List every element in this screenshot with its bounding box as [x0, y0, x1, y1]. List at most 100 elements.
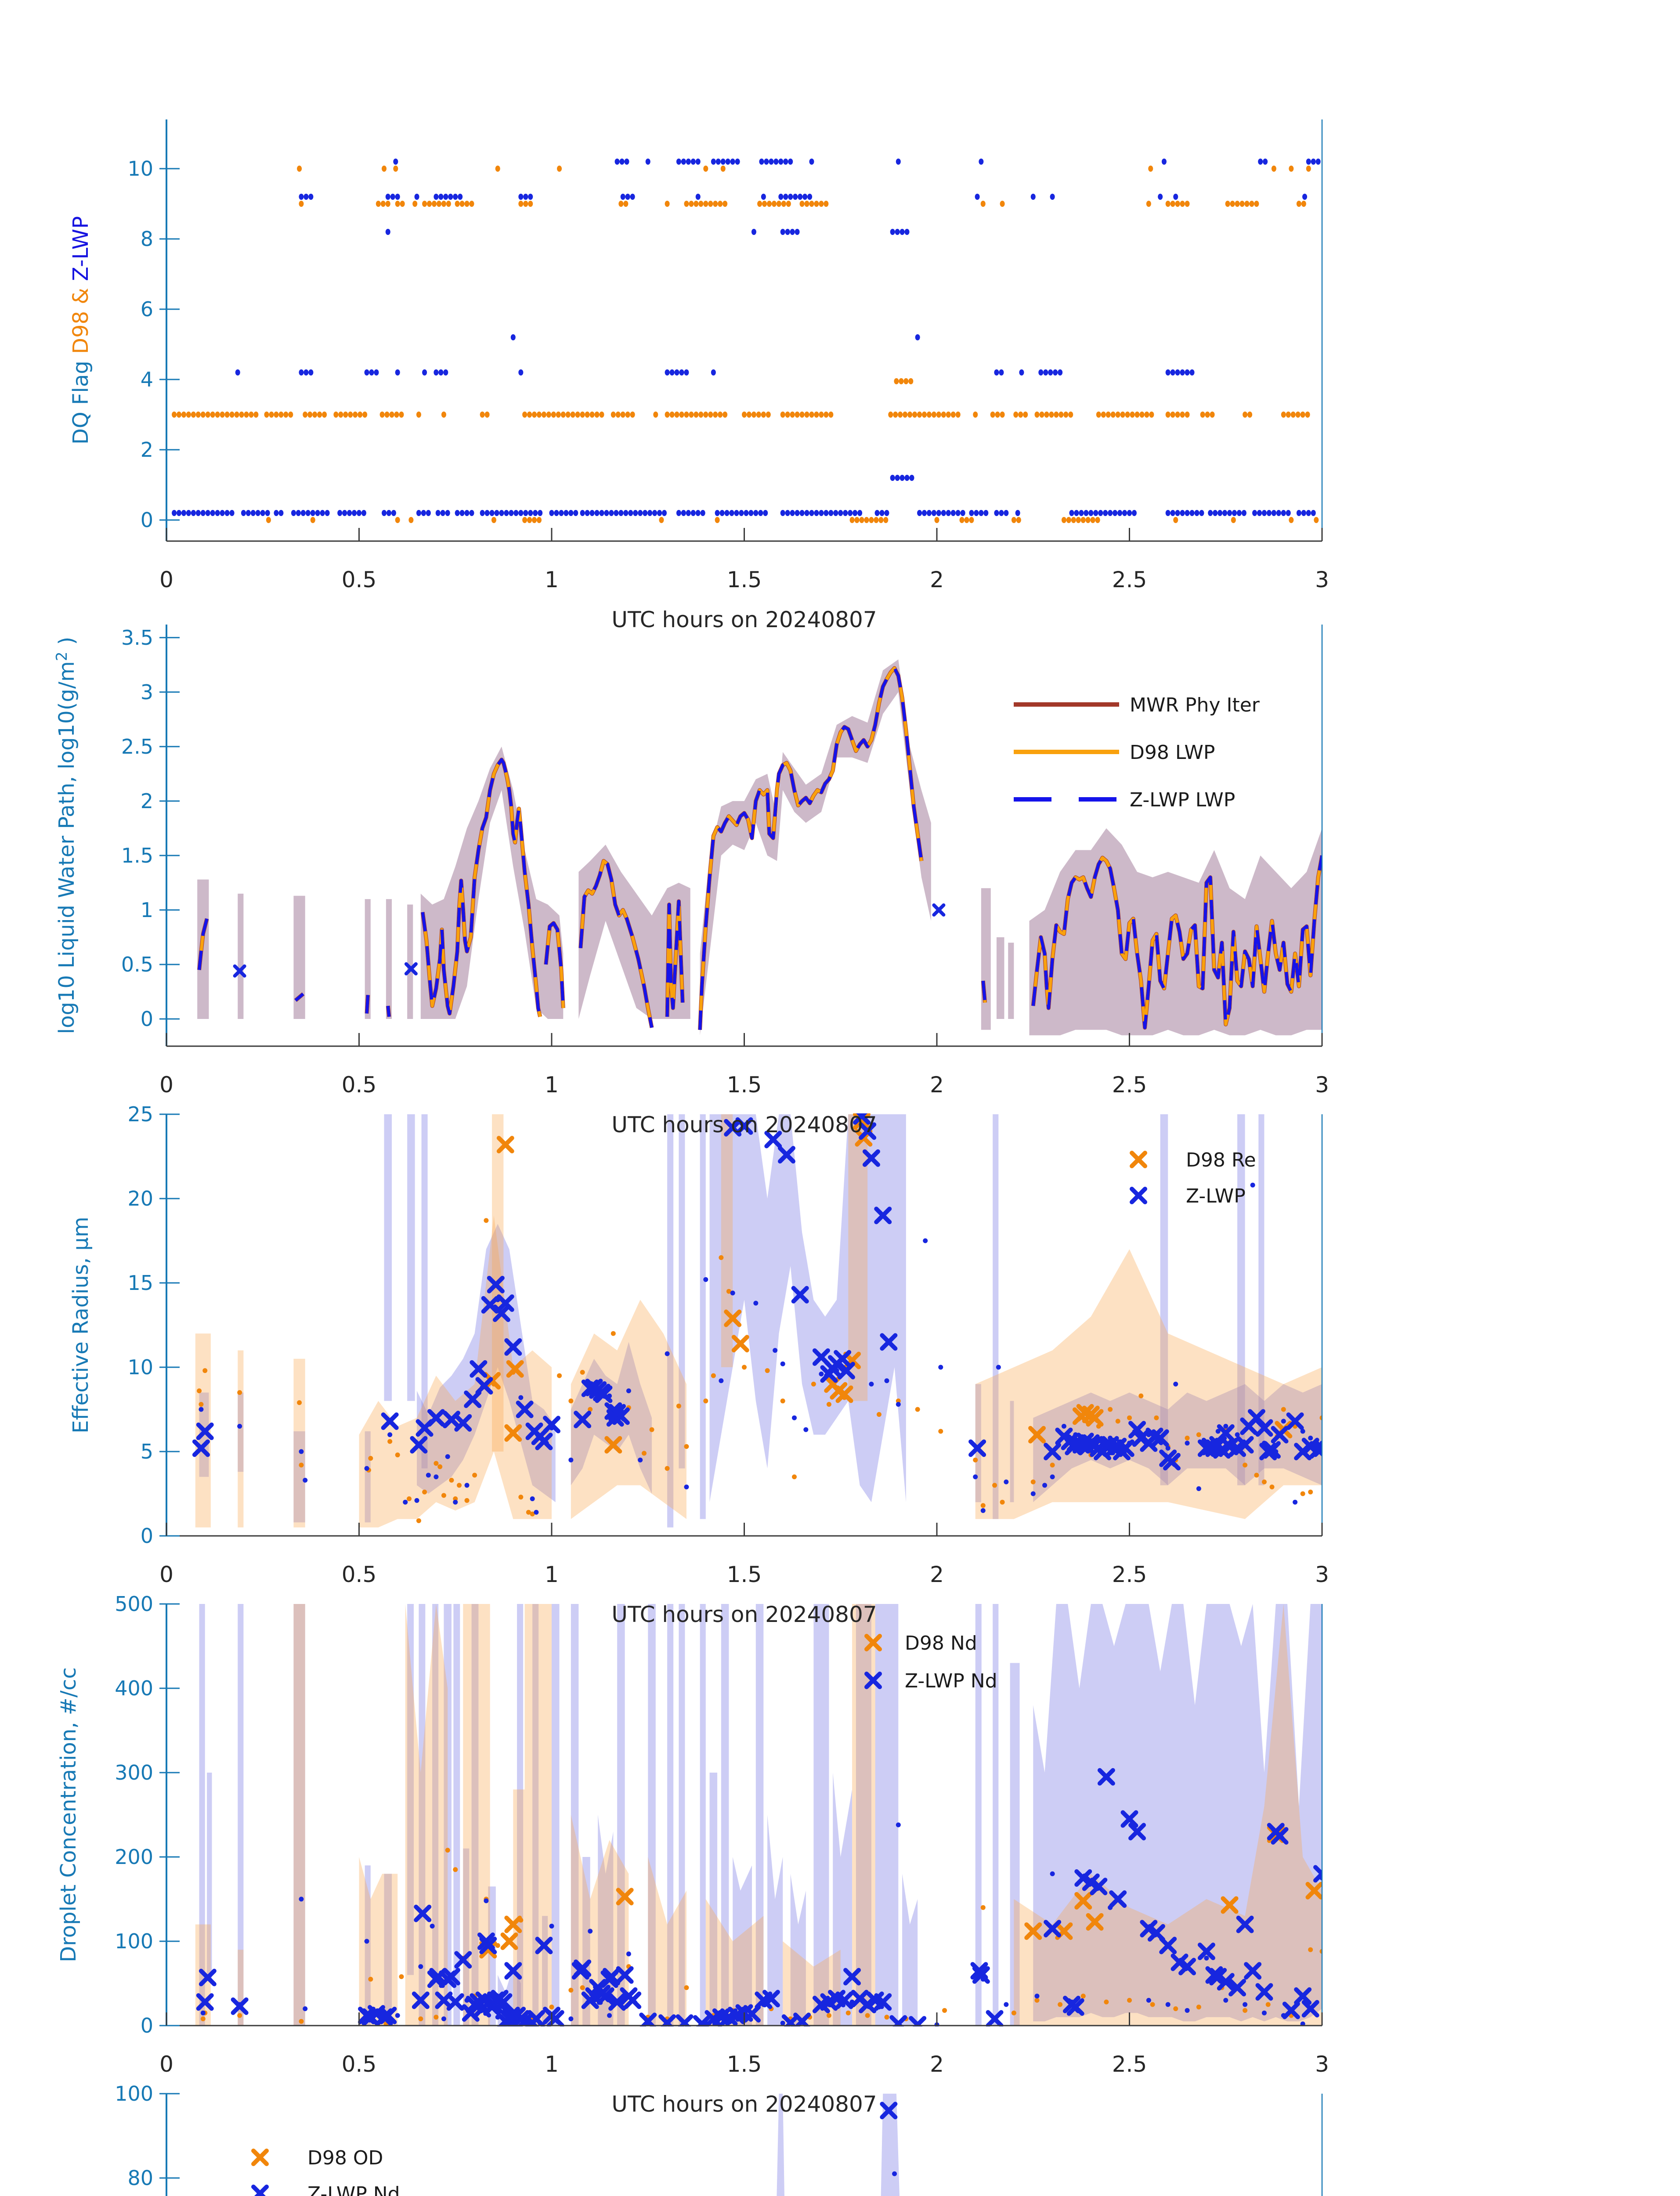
- flag-dot: [788, 159, 793, 165]
- flag-dot: [459, 510, 465, 516]
- flag-dot: [307, 412, 313, 418]
- flag-dot: [795, 412, 800, 418]
- flag-dot: [1059, 412, 1064, 418]
- flag-dot: [1144, 412, 1149, 418]
- x-marker: [404, 962, 418, 975]
- flag-dot: [395, 517, 400, 523]
- flag-dot: [455, 201, 460, 207]
- flag-dot: [1125, 412, 1130, 418]
- uncertainty-band: [700, 1114, 706, 1519]
- x-tick-label: 3: [1315, 567, 1329, 592]
- data-dot: [1058, 2002, 1063, 2007]
- flag-dot: [303, 369, 309, 376]
- flag-dot: [220, 510, 225, 516]
- flag-dot: [761, 194, 766, 200]
- uncertainty-band: [733, 1857, 752, 2026]
- flag-dot: [541, 412, 546, 418]
- flag-dot: [382, 510, 387, 516]
- y-tick-label: 25: [127, 1102, 153, 1126]
- flag-dot: [296, 510, 301, 516]
- data-dot: [1265, 2002, 1271, 2007]
- data-dot: [1030, 1491, 1036, 1496]
- data-dot: [1000, 1499, 1005, 1505]
- x-marker: [1140, 1920, 1158, 1938]
- x-marker: [495, 1993, 513, 2011]
- flag-dot: [1185, 369, 1190, 376]
- flag-dot: [518, 201, 524, 207]
- data-dot: [896, 1822, 901, 1828]
- flag-dot: [1286, 412, 1291, 418]
- flag-dot: [585, 510, 590, 516]
- uncertainty-band: [207, 1773, 212, 1979]
- data-dot: [703, 1277, 708, 1282]
- flag-dot: [565, 412, 571, 418]
- data-dot: [703, 1398, 708, 1404]
- uncertainty-band: [975, 1249, 1322, 1519]
- flag-dot: [1023, 412, 1028, 418]
- flag-dot: [659, 517, 664, 523]
- flag-dot: [711, 159, 716, 165]
- flag-dot: [338, 412, 343, 418]
- data-dot: [1173, 1381, 1178, 1387]
- flag-dot: [1079, 510, 1084, 516]
- flag-dot: [690, 510, 696, 516]
- flag-dot: [455, 510, 460, 516]
- x-marker: [1217, 1973, 1235, 1991]
- panel-4: 0 100 200 300 400 500 0 0.5 1 1.5 2 2.5 3 Droplet Con…: [56, 1592, 1329, 2077]
- flag-dot: [385, 201, 390, 207]
- x-marker: [658, 2014, 676, 2026]
- x-tick-label: 1: [545, 1072, 559, 1098]
- flag-dot: [443, 194, 448, 200]
- flag-dot: [1185, 510, 1190, 516]
- data-dot: [869, 1381, 874, 1387]
- flag-dot: [253, 412, 259, 418]
- flag-dot: [969, 510, 974, 516]
- flag-dot: [264, 412, 269, 418]
- flag-dot: [1189, 369, 1195, 376]
- flag-dot: [973, 412, 978, 418]
- flag-dot: [633, 510, 638, 516]
- uncertainty-band: [365, 1431, 371, 1523]
- y-tick-label: 100: [115, 2082, 153, 2106]
- flag-dot: [573, 510, 578, 516]
- uncertainty-band: [875, 1604, 899, 2026]
- flag-dot: [1261, 510, 1267, 516]
- flag-dot: [695, 194, 701, 200]
- flag-dot: [746, 412, 751, 418]
- flag-dot: [899, 378, 904, 384]
- y-tick-label: 0: [141, 1524, 153, 1548]
- uncertainty-band: [238, 1392, 244, 1472]
- data-dot: [237, 1390, 242, 1395]
- uncertainty-band: [975, 1384, 981, 1503]
- data-dot: [1243, 2002, 1248, 2007]
- x-marker: [543, 1416, 560, 1434]
- flag-dot: [1241, 510, 1246, 516]
- flag-dot: [1290, 412, 1296, 418]
- data-dot: [1308, 1489, 1313, 1495]
- x-marker: [1236, 1436, 1254, 1454]
- flag-dot: [623, 201, 629, 207]
- flag-dot: [1208, 510, 1213, 516]
- x-tick-label: 0.5: [342, 1562, 377, 1587]
- flag-dot: [1185, 201, 1190, 207]
- flag-dot: [647, 510, 653, 516]
- flag-dot: [260, 510, 265, 516]
- data-dot: [1196, 1432, 1201, 1438]
- data-dot: [719, 1255, 724, 1260]
- data-dot: [387, 1432, 393, 1438]
- y-tick-label: 20: [127, 1187, 153, 1210]
- data-dot: [876, 1412, 882, 1417]
- flag-dot: [464, 510, 470, 516]
- flag-dot: [432, 201, 437, 207]
- flag-dot: [936, 412, 941, 418]
- data-dot: [200, 2010, 206, 2015]
- flag-dot: [713, 201, 718, 207]
- data-dot: [915, 1407, 920, 1412]
- flag-dot: [518, 194, 524, 200]
- flag-dot: [804, 510, 809, 516]
- data-dot: [865, 2013, 870, 2018]
- flag-dot: [376, 201, 381, 207]
- flag-dot: [786, 201, 791, 207]
- flag-dot: [1039, 412, 1044, 418]
